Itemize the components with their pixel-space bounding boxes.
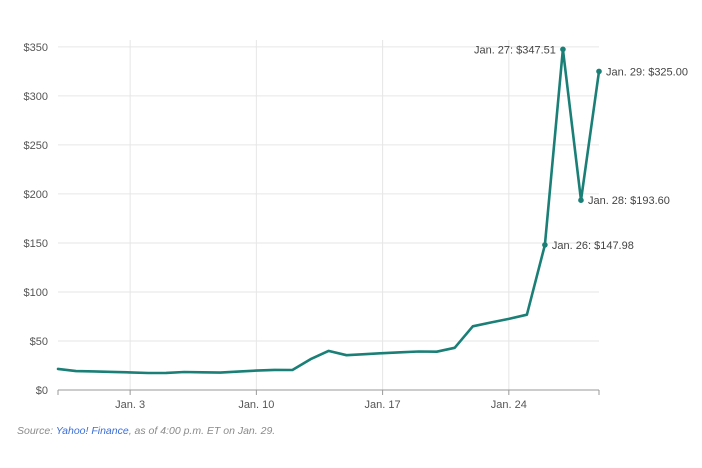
annotation-labels: Jan. 26: $147.98 Jan. 27: $347.51 Jan. 28:… [474, 44, 688, 252]
x-tick-label: Jan. 17 [365, 399, 401, 411]
annotation-label: Jan. 26: $147.98 [552, 240, 634, 252]
annotation-label: Jan. 27: $347.51 [474, 44, 556, 56]
y-tick-label: $200 [24, 189, 48, 201]
annotation-point [596, 68, 602, 75]
annotation-label: Jan. 29: $325.00 [606, 66, 688, 78]
annotation-label: Jan. 28: $193.60 [588, 195, 670, 207]
y-tick-label: $300 [24, 91, 48, 103]
x-tick-label: Jan. 10 [238, 399, 274, 411]
x-tick-label: Jan. 24 [491, 399, 527, 411]
y-tick-label: $350 [24, 42, 48, 54]
y-tick-label: $0 [36, 385, 48, 397]
y-tick-label: $250 [24, 140, 48, 152]
axes: $0 $50 $100 $150 $200 $250 $300 $350 Jan. 3 Jan. … [24, 42, 600, 411]
x-tick-label: Jan. 3 [115, 399, 145, 411]
y-tick-label: $50 [30, 336, 48, 348]
annotation-point [542, 242, 548, 248]
annotation-point [560, 46, 566, 53]
annotation-point [578, 197, 584, 203]
grid-lines [58, 40, 599, 390]
price-series [56, 46, 602, 375]
y-tick-label: $100 [24, 287, 48, 299]
source-link[interactable]: Yahoo! Finance [55, 425, 129, 437]
source-note: Source: Yahoo! Finance, as of 4:00 p.m. … [17, 425, 275, 437]
source-prefix: Source: [17, 425, 56, 437]
price-line [56, 47, 601, 375]
stock-price-line-chart: $0 $50 $100 $150 $200 $250 $300 $350 Jan. 3 Jan. … [24, 40, 688, 411]
source-suffix: , as of 4:00 p.m. ET on Jan. 29. [128, 425, 276, 437]
y-tick-label: $150 [24, 238, 48, 250]
